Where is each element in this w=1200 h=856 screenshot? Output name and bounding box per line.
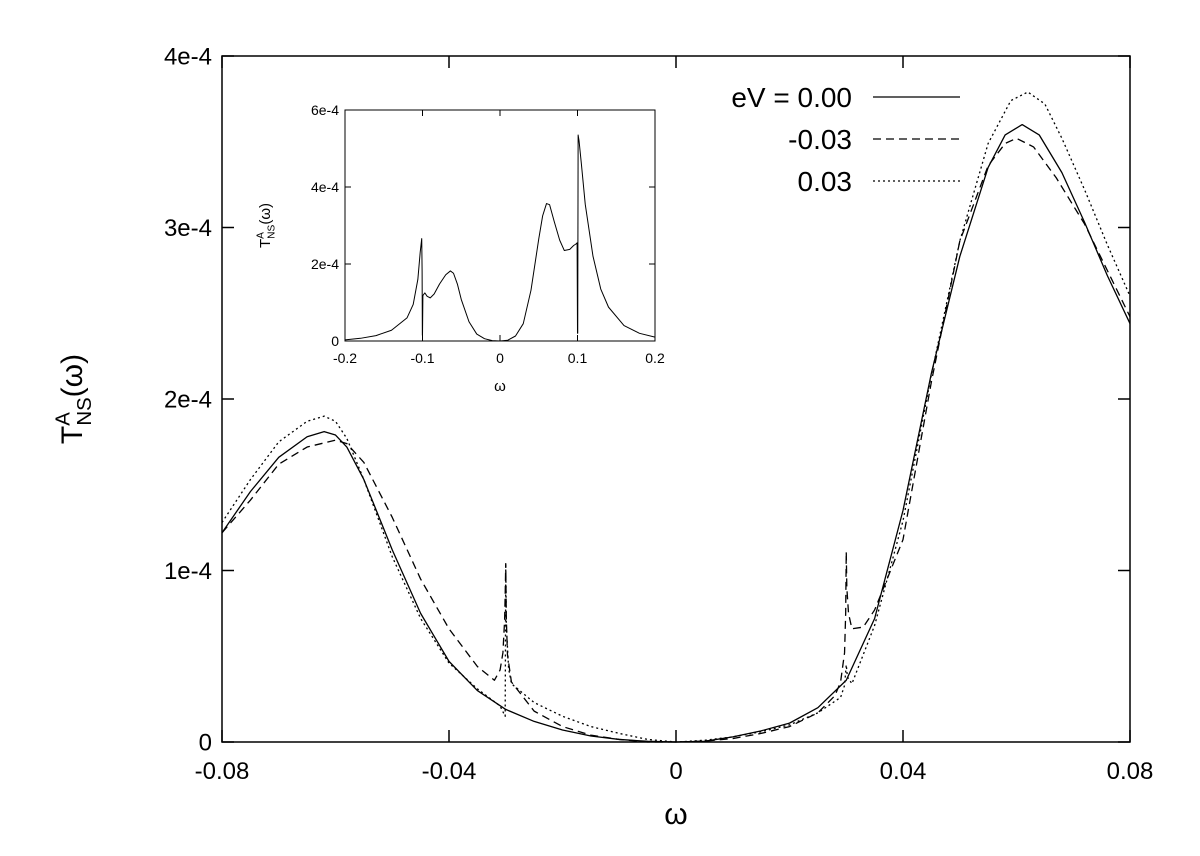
x-tick-label: 0.2 (645, 350, 665, 366)
main-x-axis-label: ω (664, 798, 687, 831)
main-y-axis-label: TANS(ω) (52, 354, 96, 444)
main-legend: eV = 0.00 -0.03 0.03 (731, 82, 960, 197)
inset-x-axis-label: ω (494, 378, 506, 395)
x-tick-label: 0.04 (880, 758, 927, 785)
main-series-group (221, 91, 1131, 743)
series-line (344, 134, 656, 342)
y-tick-label: 3e-4 (164, 215, 212, 242)
main-plot: -0.08 -0.04 0 0.04 0.08 0 1e-4 2e-4 3e-4 4e-4 eV … (52, 43, 1153, 831)
inset-plot: -0.2 -0.1 0 0.1 0.2 0 2e-4 4e-4 6e-4 ω TANS(ω) (256, 102, 665, 395)
inset-y-axis-label: TANS(ω) (256, 203, 278, 248)
x-tick-label: 0.1 (568, 350, 588, 366)
main-axis-ticks: -0.08 -0.04 0 0.04 0.08 0 1e-4 2e-4 3e-4 4e-4 (164, 43, 1153, 785)
y-tick-label: 1e-4 (164, 558, 212, 585)
x-tick-label: -0.08 (195, 758, 250, 785)
x-tick-label: -0.04 (422, 758, 477, 785)
x-tick-label: 0 (496, 350, 504, 366)
y-tick-label: 0 (331, 333, 339, 349)
x-tick-label: -0.2 (333, 350, 357, 366)
legend-label: eV = 0.00 (731, 82, 852, 113)
y-tick-label: 2e-4 (311, 256, 339, 272)
x-tick-label: 0 (669, 758, 682, 785)
series-line (221, 91, 1131, 743)
series-line (221, 137, 1131, 743)
y-tick-label: 0 (199, 729, 212, 756)
legend-label: -0.03 (788, 124, 852, 155)
x-tick-label: 0.08 (1107, 758, 1154, 785)
inset-plot-frame (344, 109, 656, 342)
inset-series-group (344, 134, 656, 342)
legend-label: 0.03 (798, 166, 853, 197)
y-tick-label: 4e-4 (164, 43, 212, 70)
y-tick-label: 6e-4 (311, 102, 339, 118)
y-tick-label: 2e-4 (164, 386, 212, 413)
y-tick-label: 4e-4 (311, 179, 339, 195)
inset-axis-ticks: -0.2 -0.1 0 0.1 0.2 0 2e-4 4e-4 6e-4 (311, 102, 665, 366)
x-tick-label: -0.1 (410, 350, 434, 366)
